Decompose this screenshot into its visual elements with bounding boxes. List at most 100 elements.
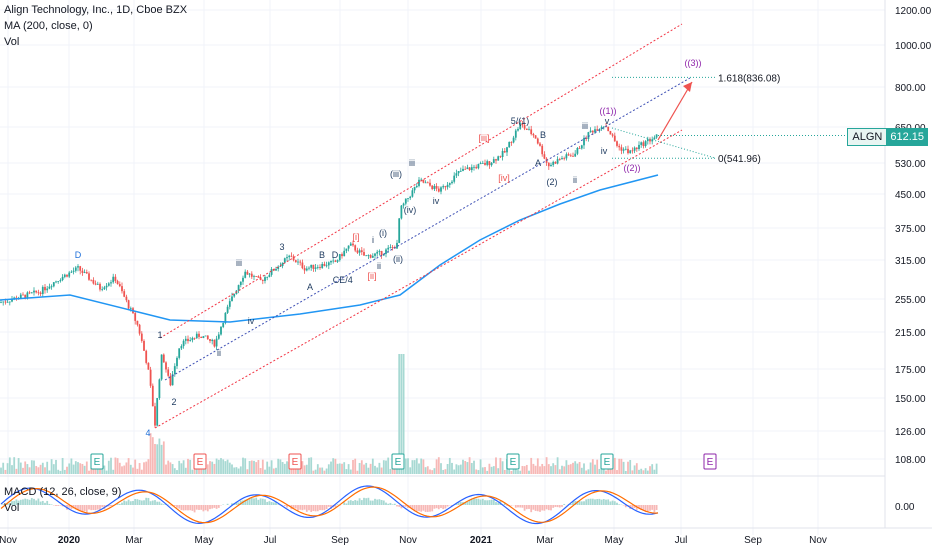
macd-bar: [398, 505, 401, 507]
earnings-marker[interactable]: E: [193, 453, 207, 470]
macd-bar: [248, 498, 251, 505]
candle-body: [182, 340, 185, 347]
volume-bar: [354, 458, 357, 474]
macd-bar: [90, 505, 93, 511]
candle-body: [220, 326, 222, 335]
volume-bar: [415, 458, 418, 474]
macd-indicator-label[interactable]: MACD (12, 26, close, 9): [4, 486, 122, 498]
macd-bar: [81, 505, 84, 512]
volume-bar: [116, 458, 119, 474]
volume-bar: [162, 441, 165, 474]
volume-bar: [365, 462, 368, 474]
candle-body: [422, 179, 425, 183]
macd-bar: [572, 501, 574, 505]
volume-bar: [123, 465, 126, 474]
candle-body: [22, 294, 24, 296]
candle-body: [550, 164, 552, 167]
ma-indicator-label[interactable]: MA (200, close, 0): [4, 20, 93, 32]
macd-bar: [607, 499, 610, 505]
volume-bar: [347, 464, 350, 474]
macd-bar: [83, 505, 86, 512]
macd-bar: [182, 505, 185, 511]
volume-bar: [57, 469, 60, 474]
macd-bar: [301, 505, 304, 511]
macd-bar: [391, 504, 394, 505]
volume-bar: [475, 469, 478, 474]
candle-body: [574, 153, 577, 157]
earnings-marker[interactable]: E: [391, 453, 405, 470]
earnings-marker[interactable]: E: [600, 453, 614, 470]
macd-bar: [640, 505, 643, 510]
candle-body: [319, 267, 321, 268]
wave-label: ((1)): [600, 106, 617, 116]
candle-body: [118, 284, 121, 287]
volume-bar: [308, 457, 310, 474]
macd-bar: [17, 500, 20, 505]
wave-label: A: [307, 282, 313, 292]
volume-bar: [530, 457, 533, 474]
candle-body: [523, 125, 526, 129]
earnings-marker[interactable]: E: [288, 453, 302, 470]
candle-body: [136, 320, 139, 325]
candle-body: [398, 218, 401, 243]
candle-body: [217, 334, 220, 339]
macd-bar: [77, 505, 79, 510]
volume-bar: [464, 460, 467, 474]
candle-body: [514, 130, 517, 138]
volume-bar: [330, 461, 332, 474]
candle-body: [160, 354, 163, 380]
candle-body: [457, 171, 460, 174]
x-tick-label: May: [195, 535, 214, 546]
macd-bar: [26, 499, 29, 505]
candle-body: [35, 290, 38, 293]
volume-bar: [376, 467, 379, 474]
candle-body: [655, 134, 658, 138]
volume-bar: [83, 465, 86, 474]
macd-bar: [547, 505, 550, 511]
macd-bar: [468, 499, 471, 505]
candle-body: [114, 276, 117, 281]
volume-bar: [343, 462, 346, 474]
macd-bar: [409, 505, 412, 509]
volume-bar: [202, 468, 205, 474]
volume-bar: [503, 469, 506, 474]
macd-bar: [598, 498, 601, 505]
candle-body: [371, 255, 374, 258]
earnings-marker[interactable]: E: [90, 453, 104, 470]
macd-bar: [374, 498, 376, 505]
volume-indicator-label[interactable]: Vol: [4, 36, 20, 48]
candle-body: [341, 254, 343, 257]
candle-body: [510, 142, 513, 143]
candle-body: [431, 185, 434, 190]
volume-bar: [341, 463, 343, 474]
volume-bar: [466, 462, 469, 474]
macd-bar: [473, 497, 475, 505]
earnings-marker[interactable]: E: [703, 453, 717, 470]
macd-bar: [30, 498, 33, 505]
macd-signal-line: [0, 486, 659, 524]
candle-body: [123, 291, 126, 297]
volume-bar: [618, 458, 621, 474]
macd-bar: [237, 502, 240, 505]
earnings-marker-label: E: [707, 457, 714, 468]
candle-body: [209, 339, 211, 342]
candle-body: [352, 243, 354, 246]
macd-bar: [264, 499, 266, 505]
candle-body: [530, 129, 533, 135]
volume-indicator-label-2[interactable]: Vol: [4, 502, 20, 514]
volume-bar: [191, 469, 194, 474]
volume-bar: [59, 470, 62, 474]
macd-bar: [345, 503, 348, 505]
candle-body: [30, 292, 33, 294]
candle-body: [473, 166, 475, 168]
macd-bar: [349, 500, 352, 505]
volume-bar: [437, 457, 440, 474]
candle-body: [512, 137, 515, 143]
macd-bar: [272, 502, 275, 505]
earnings-marker[interactable]: E: [506, 453, 520, 470]
macd-bar: [48, 503, 51, 505]
volume-bar: [165, 464, 167, 474]
wave-label: iii: [409, 158, 415, 168]
macd-bar: [15, 499, 18, 505]
